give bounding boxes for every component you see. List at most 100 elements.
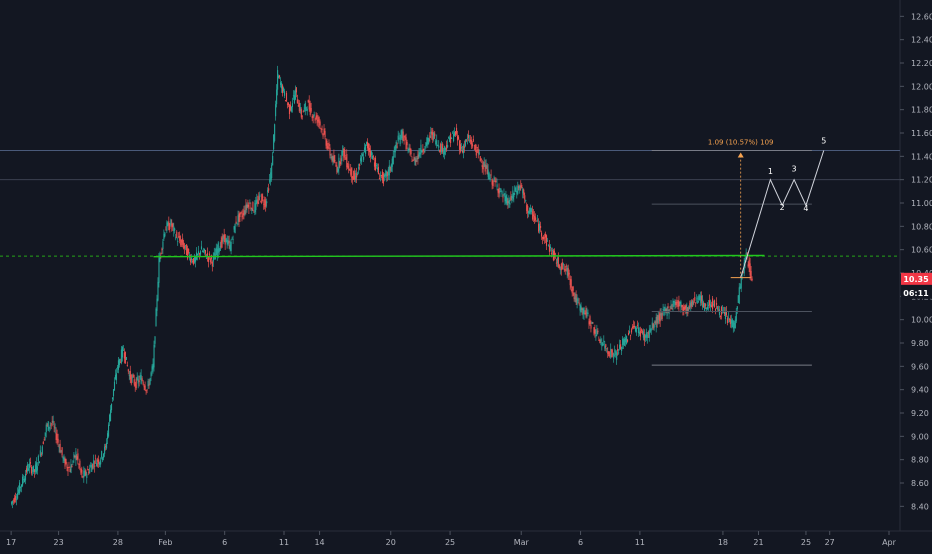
candle-body	[594, 329, 596, 334]
candle-body	[584, 313, 586, 315]
candle-body	[660, 313, 662, 316]
candle-body	[718, 309, 721, 315]
candle-body	[448, 137, 450, 138]
candle-body	[612, 352, 614, 356]
candle-body	[334, 160, 336, 162]
candle-body	[482, 165, 484, 170]
candle-body	[723, 311, 726, 315]
candle-body	[374, 157, 377, 171]
candle-body	[494, 180, 496, 183]
candle-body	[343, 149, 345, 158]
candle-body	[443, 151, 445, 155]
candle-body	[26, 464, 29, 472]
candle-body	[159, 255, 161, 262]
candle-body	[167, 222, 169, 226]
candle-body	[487, 169, 489, 177]
candle-body	[185, 245, 187, 246]
candle-body	[566, 267, 568, 276]
candle-body	[445, 147, 447, 151]
candle-body	[401, 130, 403, 139]
candle-body	[102, 457, 104, 461]
candle-body	[558, 265, 560, 268]
candle-body	[273, 134, 275, 150]
candle-body	[373, 162, 376, 167]
candle-body	[478, 152, 480, 155]
candle-body	[737, 295, 739, 303]
candle-body	[489, 177, 491, 180]
candle-body	[548, 245, 551, 252]
candle-body	[587, 312, 589, 314]
candle-body	[603, 340, 605, 342]
candle-body	[692, 301, 694, 305]
candle-body	[537, 219, 539, 221]
candle-body	[283, 91, 286, 96]
candle-body	[657, 314, 659, 323]
candle-body	[200, 246, 203, 250]
candle-body	[597, 330, 599, 333]
candle-body	[395, 141, 397, 149]
y-tick-label: 9.00	[911, 432, 929, 441]
candle-body	[341, 151, 343, 161]
candle-body	[376, 168, 379, 170]
candle-body	[614, 350, 616, 352]
candle-body	[50, 423, 52, 425]
candle-body	[315, 115, 317, 119]
candle-body	[298, 102, 300, 112]
candle-body	[499, 190, 501, 193]
candle-body	[313, 114, 315, 117]
candle-body	[128, 374, 130, 377]
candle-body	[311, 116, 313, 119]
candle-body	[296, 99, 298, 104]
candle-body	[592, 322, 594, 324]
candle-body	[149, 378, 151, 385]
candle-body	[465, 139, 467, 141]
candle-body	[585, 308, 587, 317]
candle-body	[272, 155, 274, 166]
candle-body	[352, 176, 354, 180]
candle-body	[67, 467, 69, 472]
candle-body	[653, 324, 655, 328]
candle-body	[511, 196, 513, 198]
candle-body	[616, 352, 618, 360]
candle-body	[40, 453, 42, 455]
x-tick-label: 6	[222, 538, 227, 547]
candle-body	[314, 118, 316, 121]
candle-body	[229, 244, 231, 251]
candle-body	[629, 335, 632, 337]
candle-body	[440, 143, 442, 152]
candle-body	[514, 186, 516, 192]
candle-body	[528, 211, 530, 214]
y-tick-label: 12.00	[911, 82, 932, 91]
candle-body	[404, 135, 406, 138]
candle-body	[696, 298, 698, 300]
candle-body	[567, 268, 569, 277]
candle-body	[698, 296, 700, 300]
candle-body	[94, 465, 96, 467]
candle-body	[336, 165, 338, 173]
candle-body	[49, 425, 51, 426]
candle-body	[450, 133, 452, 144]
y-tick-label: 12.60	[911, 12, 932, 21]
candle-body	[109, 414, 111, 422]
candle-body	[593, 327, 595, 334]
candle-body	[705, 303, 707, 307]
candle-body	[713, 304, 715, 306]
candle-body	[444, 146, 446, 154]
candle-body	[602, 343, 604, 345]
candle-body	[165, 229, 167, 231]
candle-body	[707, 306, 709, 309]
candle-body	[235, 221, 237, 224]
candle-body	[557, 257, 559, 267]
candle-body	[37, 455, 39, 461]
candle-body	[749, 263, 751, 276]
candle-body	[483, 161, 485, 167]
x-tick-label: 6	[578, 538, 583, 547]
candle-body	[607, 351, 609, 354]
candle-body	[147, 381, 149, 387]
candle-body	[38, 461, 40, 464]
candle-body	[619, 344, 621, 349]
candle-body	[329, 147, 331, 156]
candle-body	[460, 147, 463, 149]
candle-body	[577, 299, 579, 301]
